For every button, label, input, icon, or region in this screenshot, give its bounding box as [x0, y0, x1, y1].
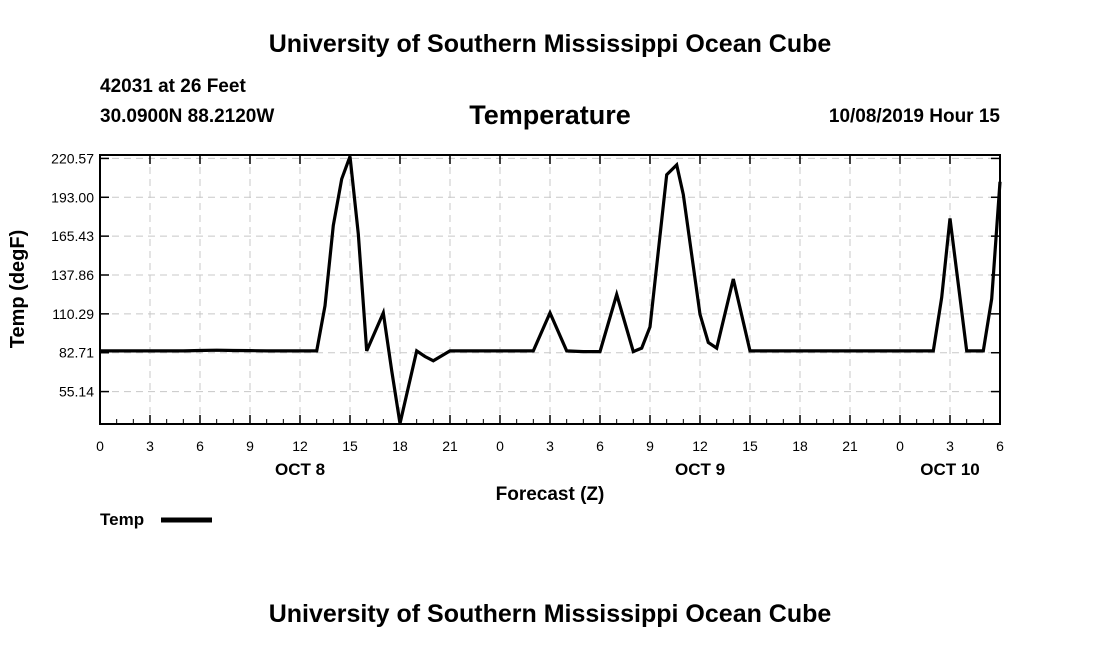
grid-lines	[100, 155, 1000, 424]
x-tick-label: 3	[146, 438, 154, 454]
x-tick-label: 9	[646, 438, 654, 454]
x-tick-label: 18	[792, 438, 808, 454]
legend-label: Temp	[100, 510, 144, 529]
x-axis-label: Forecast (Z)	[496, 484, 605, 505]
x-tick-label: 6	[196, 438, 204, 454]
x-tick-label: 0	[96, 438, 104, 454]
x-tick-label: 21	[842, 438, 858, 454]
station-label: 42031 at 26 Feet	[100, 76, 246, 97]
series-layer	[100, 155, 1002, 424]
x-tick-label: 6	[596, 438, 604, 454]
x-tick-label: 0	[496, 438, 504, 454]
y-axis-label: Temp (degF)	[7, 230, 29, 349]
forecast-datetime: 10/08/2019 Hour 15	[828, 106, 1000, 127]
day-label: OCT 9	[675, 460, 725, 479]
chart-subtitle-text: Temperature	[469, 100, 631, 130]
footer-title: University of Southern Mississippi Ocean…	[268, 600, 832, 628]
x-tick-label: 0	[896, 438, 904, 454]
y-tick-label: 220.57	[51, 150, 94, 166]
x-tick-label: 6	[996, 438, 1004, 454]
station-coords: 30.0900N 88.2120W	[100, 106, 275, 127]
x-tick-label: 12	[692, 438, 708, 454]
x-tick-label: 9	[246, 438, 254, 454]
y-tick-label: 193.00	[51, 189, 94, 205]
y-tick-label: 55.14	[59, 384, 94, 400]
x-tick-label: 3	[546, 438, 554, 454]
day-label: OCT 10	[920, 460, 980, 479]
x-tick-label: 15	[742, 438, 758, 454]
chart-title: University of Southern Mississippi Ocean…	[268, 30, 832, 58]
legend: Temp	[100, 510, 212, 529]
axis-layer: 220.57 193.00 165.43 137.86 110.29 82.71 55.14…	[51, 150, 1004, 479]
y-tick-label: 82.71	[59, 345, 94, 361]
y-tick-label: 165.43	[51, 228, 94, 244]
x-tick-label: 3	[946, 438, 954, 454]
x-tick-label: 15	[342, 438, 358, 454]
x-tick-label: 18	[392, 438, 408, 454]
series-line-temp	[100, 155, 1002, 424]
x-tick-label: 12	[292, 438, 308, 454]
y-tick-label: 137.86	[51, 267, 94, 283]
day-label: OCT 8	[275, 460, 325, 479]
chart-subtitle: Temperature	[0, 100, 1100, 131]
y-tick-label: 110.29	[52, 306, 94, 322]
x-tick-label: 21	[442, 438, 458, 454]
